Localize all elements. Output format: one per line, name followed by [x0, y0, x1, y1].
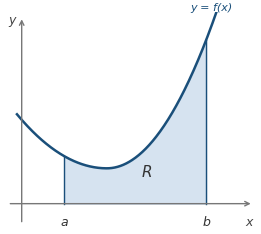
Text: y: y — [9, 14, 16, 27]
Text: a: a — [61, 216, 68, 229]
Text: R: R — [142, 165, 152, 180]
Text: b: b — [202, 216, 210, 229]
Text: y = f(x): y = f(x) — [190, 3, 232, 13]
Text: x: x — [245, 216, 252, 229]
